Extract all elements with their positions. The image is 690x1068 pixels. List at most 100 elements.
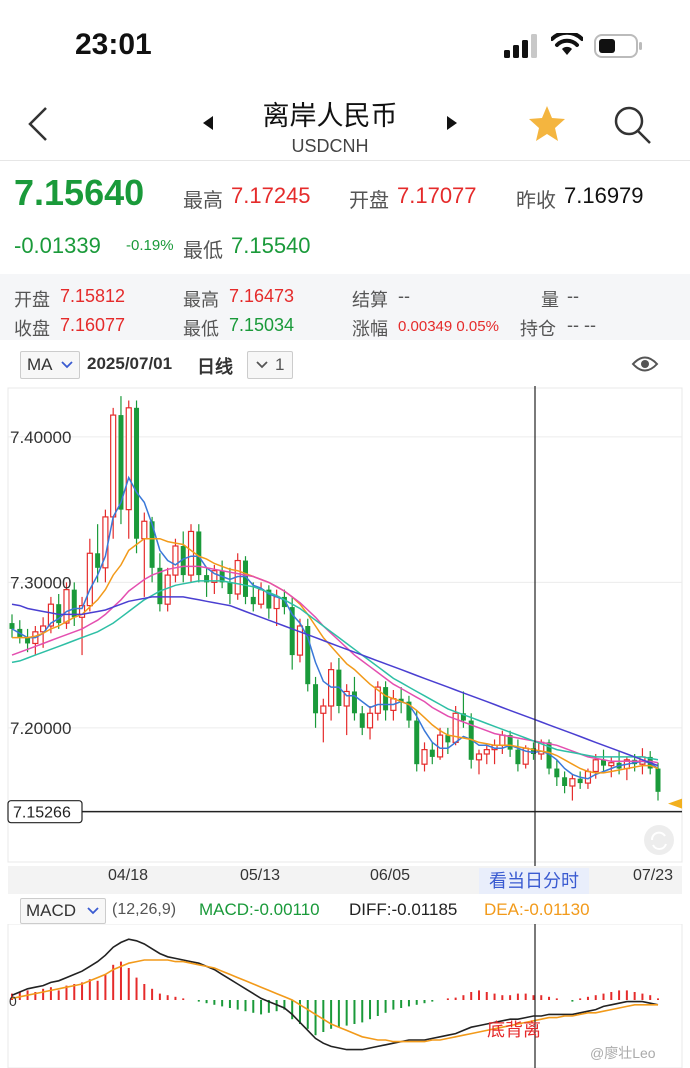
candle-body [157, 567, 163, 605]
macd-selector[interactable]: MACD [20, 898, 106, 924]
candle-body [507, 735, 513, 750]
candle-body [475, 753, 483, 761]
candle-body [577, 778, 583, 784]
candle-body [266, 589, 272, 609]
day-low-value: 7.15034 [229, 315, 295, 335]
candle-body [187, 530, 195, 576]
range-value: 0.00349 0.05% [398, 318, 499, 335]
dea-line [11, 959, 658, 1043]
day-open-value: 7.15812 [60, 286, 126, 306]
y-tick-label: 7.20000 [10, 719, 71, 738]
high-label: 最高 [183, 190, 223, 212]
day-high-label: 最高 [183, 290, 219, 310]
low-label: 最低 [183, 240, 223, 262]
eye-icon[interactable] [631, 353, 659, 375]
page-subtitle: USDCNH [291, 136, 369, 156]
macd-chart[interactable]: 0 底背离 [0, 924, 690, 1068]
candles [9, 396, 661, 801]
candle-body [227, 582, 233, 594]
candle-body [25, 637, 31, 644]
candle-body [499, 734, 506, 746]
ma-selector[interactable]: MA [20, 351, 80, 379]
candle-body [483, 749, 490, 755]
day-info-panel [0, 274, 690, 340]
candle-body [305, 626, 311, 685]
candle-body [320, 705, 327, 714]
price-change-pct: -0.19% [126, 237, 174, 254]
candle-body [460, 713, 466, 721]
refresh-icon [651, 831, 667, 850]
candle-body [47, 603, 55, 627]
candle-body [118, 415, 124, 510]
low-value: 7.15540 [231, 233, 311, 258]
candle-body [452, 712, 459, 743]
y-tick-label: 7.40000 [10, 428, 71, 447]
open-label: 开盘 [349, 190, 389, 212]
count-value: 1 [275, 355, 285, 374]
macd-selector-label: MACD [26, 901, 77, 920]
watermark: @廖壮Leo [590, 1045, 656, 1061]
high-value: 7.17245 [231, 183, 311, 208]
candle-body [546, 742, 552, 769]
candle-body [421, 749, 428, 765]
candle-body [398, 698, 404, 702]
signal-icon [504, 34, 537, 58]
settle-label: 结算 [352, 290, 388, 310]
candle-body [250, 596, 256, 605]
chart-date: 2025/07/01 [87, 354, 173, 373]
candle-body [445, 735, 451, 743]
count-selector[interactable]: 1 [247, 351, 293, 379]
candle-body [569, 778, 576, 787]
refresh-button[interactable] [644, 825, 674, 855]
candle-body [141, 520, 148, 540]
candle-body [608, 762, 615, 767]
dea-value: -0.01130 [523, 900, 590, 919]
back-icon[interactable] [26, 106, 50, 142]
diff-readout: DIFF:-0.01185 [349, 900, 457, 920]
diff-value: -0.01185 [391, 900, 458, 919]
macd-params: (12,26,9) [112, 901, 177, 918]
candle-body [406, 701, 412, 721]
candle-body [172, 545, 179, 576]
candle-body [515, 749, 521, 765]
settle-value: -- [398, 286, 410, 306]
candle-body [204, 575, 210, 583]
candle-body [86, 552, 93, 607]
candle-body [351, 691, 357, 714]
dea-readout: DEA:-0.01130 [484, 900, 590, 920]
page-title: 离岸人民币 [262, 101, 398, 131]
previous-arrow-icon[interactable] [203, 116, 215, 130]
x-tick-label: 04/18 [108, 867, 149, 884]
period-selector[interactable]: 日线 [197, 357, 233, 377]
macd-value: -0.00110 [253, 900, 320, 919]
candle-body [313, 684, 319, 714]
candle-body [63, 589, 70, 624]
candle-body [125, 407, 132, 511]
range-label: 涨幅 [352, 319, 388, 339]
volume-label: 量 [541, 290, 559, 310]
ma-selector-label: MA [27, 355, 53, 374]
next-arrow-icon[interactable] [445, 116, 457, 130]
divergence-annotation: 底背离 [487, 1020, 541, 1040]
dea-label: DEA: [484, 900, 524, 919]
ma-line [12, 537, 659, 774]
status-time: 23:01 [75, 28, 152, 61]
intraday-view-button[interactable]: 看当日分时 [479, 868, 589, 894]
volume-value: -- [567, 286, 579, 306]
candle-body [554, 768, 560, 778]
position-label: 持仓 [520, 319, 556, 339]
candle-body [281, 596, 287, 608]
search-icon[interactable] [612, 104, 654, 146]
day-close-label: 收盘 [14, 319, 50, 339]
candle-body [149, 521, 155, 568]
chevron-down-icon [87, 907, 99, 915]
ma-line [11, 565, 659, 764]
ma-line [11, 580, 659, 761]
open-value: 7.17077 [397, 183, 477, 208]
x-tick-label: 05/13 [240, 867, 281, 884]
macd-label: MACD: [199, 900, 254, 919]
candle-body [429, 749, 435, 757]
diff-label: DIFF: [349, 900, 392, 919]
candlestick-chart[interactable]: 7.40000 7.30000 7.20000 7.15266 [0, 386, 690, 866]
star-icon[interactable] [527, 104, 567, 144]
